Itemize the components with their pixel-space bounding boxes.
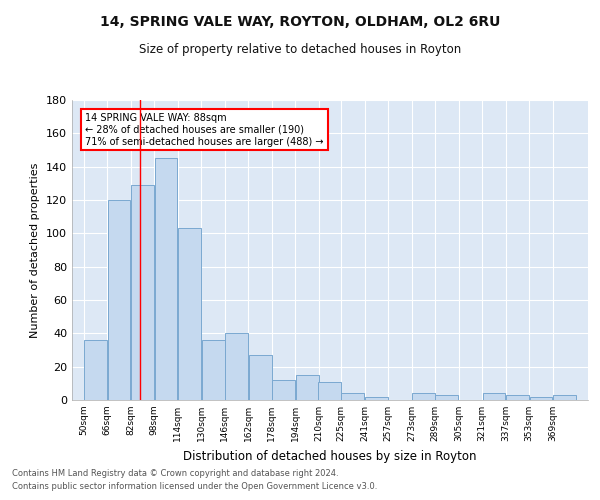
Text: Size of property relative to detached houses in Royton: Size of property relative to detached ho… (139, 42, 461, 56)
Bar (84, 340, 107, 400)
Bar (365, 396, 388, 400)
Bar (296, 375, 319, 400)
Bar (155, 158, 178, 400)
Bar (249, 355, 272, 400)
Bar (436, 395, 458, 400)
Bar (178, 228, 201, 400)
Text: Contains HM Land Registry data © Crown copyright and database right 2024.: Contains HM Land Registry data © Crown c… (12, 468, 338, 477)
Text: Contains public sector information licensed under the Open Government Licence v3: Contains public sector information licen… (12, 482, 377, 491)
Y-axis label: Number of detached properties: Number of detached properties (31, 162, 40, 338)
Bar (131, 185, 154, 400)
Bar (107, 200, 130, 400)
Bar (318, 382, 341, 400)
Bar (341, 394, 364, 400)
Bar (202, 340, 224, 400)
Bar (506, 395, 529, 400)
Bar (553, 395, 576, 400)
Bar (530, 396, 553, 400)
Bar (482, 394, 505, 400)
Text: 14 SPRING VALE WAY: 88sqm
← 28% of detached houses are smaller (190)
71% of semi: 14 SPRING VALE WAY: 88sqm ← 28% of detac… (85, 114, 324, 146)
Bar (412, 394, 435, 400)
Text: 14, SPRING VALE WAY, ROYTON, OLDHAM, OL2 6RU: 14, SPRING VALE WAY, ROYTON, OLDHAM, OL2… (100, 15, 500, 29)
Bar (225, 334, 248, 400)
X-axis label: Distribution of detached houses by size in Royton: Distribution of detached houses by size … (183, 450, 477, 462)
Bar (272, 380, 295, 400)
